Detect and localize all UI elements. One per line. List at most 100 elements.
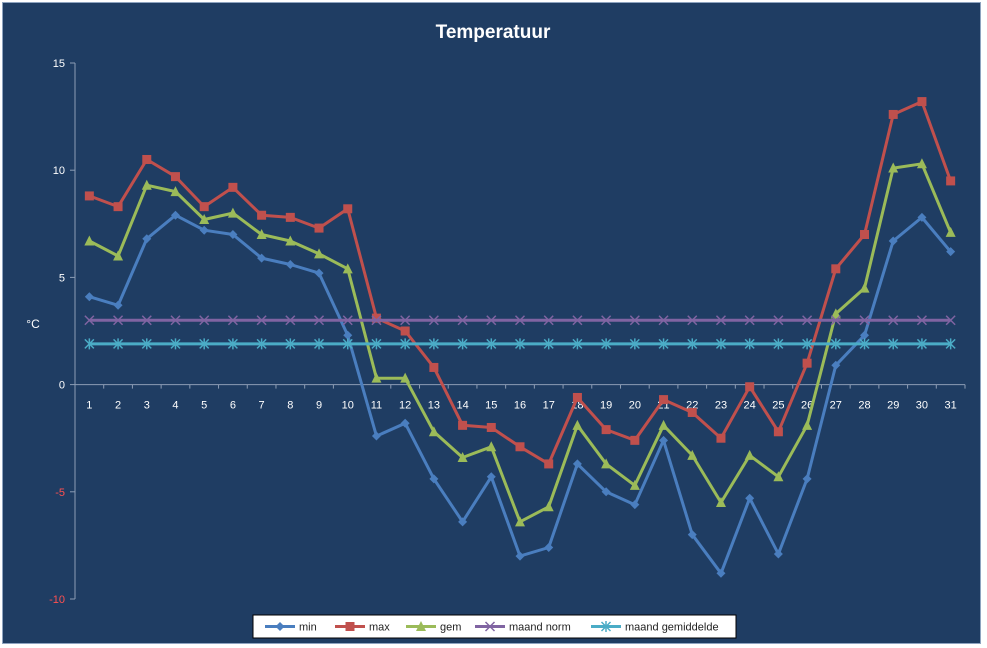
- legend-marker: [345, 622, 355, 631]
- series-max: [84, 97, 956, 469]
- data-point-gem: [199, 214, 210, 225]
- data-point-maand-norm: [916, 315, 927, 326]
- data-point-min: [860, 330, 870, 340]
- data-point-min: [888, 236, 898, 246]
- data-point-max: [458, 420, 468, 430]
- data-point-maand-gemiddelde: [256, 338, 267, 350]
- data-point-maand-gemiddelde: [945, 338, 956, 350]
- series-maand-norm: [84, 315, 956, 326]
- y-tick-label: -10: [49, 594, 65, 606]
- x-tick-label: 10: [342, 400, 354, 412]
- data-point-max: [515, 442, 525, 452]
- data-point-maand-norm: [888, 315, 899, 326]
- data-point-min: [515, 551, 525, 561]
- data-point-gem: [543, 501, 554, 512]
- data-point-max: [314, 223, 324, 233]
- data-point-maand-gemiddelde: [715, 338, 726, 350]
- data-point-min: [257, 253, 267, 263]
- x-tick-label: 23: [715, 400, 727, 412]
- data-point-max: [371, 313, 381, 323]
- legend-item-max: max: [335, 622, 390, 634]
- data-point-maand-gemiddelde: [888, 338, 899, 350]
- data-point-maand-gemiddelde: [572, 338, 583, 350]
- x-tick-label: 9: [316, 400, 322, 412]
- data-point-maand-norm: [457, 315, 468, 326]
- data-point-max: [773, 427, 783, 437]
- legend-label: gem: [440, 622, 461, 634]
- data-point-maand-gemiddelde: [773, 338, 784, 350]
- x-tick-label: 19: [600, 400, 612, 412]
- data-point-min: [572, 459, 582, 469]
- data-point-maand-gemiddelde: [830, 338, 841, 350]
- data-point-maand-norm: [658, 315, 669, 326]
- data-point-gem: [859, 282, 870, 293]
- data-point-maand-norm: [428, 315, 439, 326]
- data-point-maand-norm: [314, 315, 325, 326]
- data-point-gem: [227, 207, 238, 218]
- data-point-maand-norm: [572, 315, 583, 326]
- data-point-gem: [400, 372, 411, 383]
- x-tick-label: 17: [543, 400, 555, 412]
- data-point-gem: [515, 516, 525, 527]
- data-point-max: [946, 176, 956, 186]
- data-point-maand-norm: [285, 315, 296, 326]
- data-point-gem: [314, 248, 325, 259]
- series-layer: [84, 97, 956, 578]
- data-point-maand-gemiddelde: [601, 338, 612, 350]
- x-tick-label: 28: [858, 400, 870, 412]
- data-point-min: [142, 234, 152, 244]
- data-point-max: [802, 358, 812, 368]
- data-point-maand-norm: [744, 315, 755, 326]
- data-point-max: [429, 362, 439, 372]
- data-point-min: [745, 493, 755, 503]
- data-point-gem: [715, 497, 726, 508]
- data-point-maand-gemiddelde: [170, 338, 181, 350]
- x-tick-label: 3: [144, 400, 150, 412]
- data-point-maand-gemiddelde: [802, 338, 813, 350]
- x-tick-label: 30: [916, 400, 928, 412]
- data-point-gem: [371, 372, 382, 383]
- data-point-maand-gemiddelde: [543, 338, 554, 350]
- data-point-gem: [629, 479, 640, 490]
- data-point-max: [228, 182, 238, 192]
- data-point-maand-norm: [773, 315, 784, 326]
- y-tick-label: 10: [53, 165, 65, 177]
- x-tick-label: 20: [629, 400, 641, 412]
- data-point-maand-norm: [543, 315, 554, 326]
- data-point-max: [486, 422, 496, 432]
- series-maand-gemiddelde: [84, 338, 956, 350]
- x-tick-label: 12: [399, 400, 411, 412]
- series-gem: [84, 158, 956, 527]
- data-point-max: [831, 264, 841, 274]
- y-tick-label: 5: [59, 272, 65, 284]
- x-tick-label: 27: [830, 400, 842, 412]
- data-point-max: [716, 433, 726, 443]
- data-point-min: [716, 568, 726, 578]
- data-point-maand-gemiddelde: [227, 338, 238, 350]
- data-point-maand-gemiddelde: [371, 338, 382, 350]
- data-point-gem: [888, 162, 899, 173]
- data-point-max: [257, 210, 267, 220]
- data-point-maand-norm: [830, 315, 841, 326]
- data-point-min: [458, 517, 468, 527]
- data-point-maand-gemiddelde: [199, 338, 210, 350]
- data-point-gem: [830, 308, 841, 319]
- data-point-max: [544, 459, 554, 469]
- legend-marker: [484, 621, 496, 632]
- data-point-maand-norm: [113, 315, 124, 326]
- data-point-maand-gemiddelde: [486, 338, 497, 350]
- data-point-max: [860, 230, 870, 240]
- x-tick-label: 29: [887, 400, 899, 412]
- data-point-max: [888, 109, 898, 119]
- x-tick-label: 2: [115, 400, 121, 412]
- data-point-min: [917, 212, 927, 222]
- y-tick-label: -5: [55, 487, 65, 499]
- data-point-maand-norm: [170, 315, 181, 326]
- x-tick-label: 25: [772, 400, 784, 412]
- x-tick-label: 8: [287, 400, 293, 412]
- data-point-max: [601, 425, 611, 435]
- data-point-maand-gemiddelde: [113, 338, 124, 350]
- data-point-maand-gemiddelde: [916, 338, 927, 350]
- y-tick-label: 0: [59, 380, 65, 392]
